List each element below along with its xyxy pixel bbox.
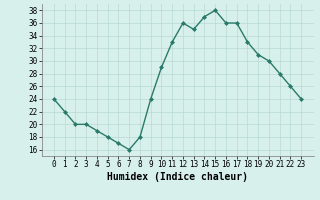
X-axis label: Humidex (Indice chaleur): Humidex (Indice chaleur) bbox=[107, 172, 248, 182]
